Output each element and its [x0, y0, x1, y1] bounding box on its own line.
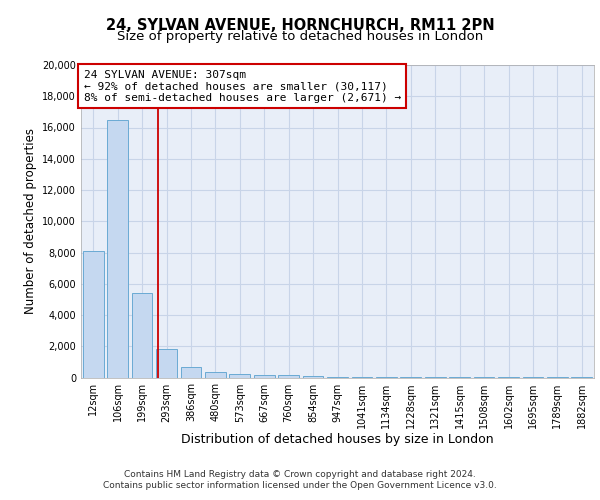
- Bar: [181, 366, 202, 378]
- Bar: [83, 251, 104, 378]
- Bar: [278, 375, 299, 378]
- Text: 24 SYLVAN AVENUE: 307sqm
← 92% of detached houses are smaller (30,117)
8% of sem: 24 SYLVAN AVENUE: 307sqm ← 92% of detach…: [83, 70, 401, 103]
- Bar: [131, 293, 152, 378]
- Bar: [229, 374, 250, 378]
- Text: Size of property relative to detached houses in London: Size of property relative to detached ho…: [117, 30, 483, 43]
- Text: 24, SYLVAN AVENUE, HORNCHURCH, RM11 2PN: 24, SYLVAN AVENUE, HORNCHURCH, RM11 2PN: [106, 18, 494, 32]
- Bar: [205, 372, 226, 378]
- Text: Contains HM Land Registry data © Crown copyright and database right 2024.: Contains HM Land Registry data © Crown c…: [124, 470, 476, 479]
- Bar: [254, 375, 275, 378]
- X-axis label: Distribution of detached houses by size in London: Distribution of detached houses by size …: [181, 434, 494, 446]
- Bar: [302, 376, 323, 378]
- Y-axis label: Number of detached properties: Number of detached properties: [24, 128, 37, 314]
- Text: Contains public sector information licensed under the Open Government Licence v3: Contains public sector information licen…: [103, 481, 497, 490]
- Bar: [107, 120, 128, 378]
- Bar: [156, 350, 177, 378]
